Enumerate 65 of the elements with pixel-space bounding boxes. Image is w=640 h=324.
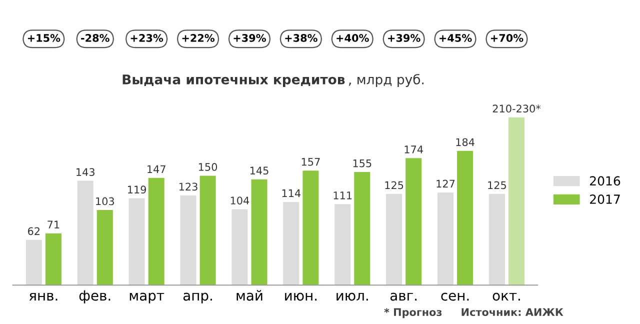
x-tick-label: июн.: [285, 292, 317, 301]
bar: [437, 192, 454, 286]
data-label: 143: [76, 168, 94, 176]
text: +45%: [440, 34, 472, 42]
x-tick-label: янв.: [29, 292, 58, 301]
data-label: 157: [302, 158, 320, 166]
bar: [302, 170, 319, 286]
bar: [508, 117, 525, 286]
bar: [180, 195, 196, 286]
data-label: 125: [385, 181, 404, 190]
bar: [96, 210, 113, 286]
bar: [457, 150, 474, 286]
text: +40%: [336, 34, 369, 42]
x-tick-label: авг.: [390, 292, 417, 301]
data-label: 145: [250, 166, 268, 175]
data-label: 147: [148, 165, 166, 173]
data-label: 62: [28, 227, 40, 236]
text: +39%: [234, 34, 266, 42]
data-label: 119: [128, 186, 146, 194]
data-label: 104: [230, 196, 250, 204]
bar: [77, 180, 94, 286]
data-label: 184: [456, 138, 474, 146]
legend-label: 2016: [590, 176, 620, 186]
text: +22%: [182, 34, 215, 42]
bar: [386, 194, 402, 286]
bar: [200, 176, 216, 286]
bar: [406, 158, 422, 286]
text: +23%: [130, 34, 164, 42]
text: +38%: [285, 34, 318, 42]
x-tick-label: май: [236, 290, 262, 301]
data-label: 127: [436, 180, 455, 188]
x-tick-label: фев.: [79, 290, 110, 304]
data-label: 174: [404, 146, 423, 154]
text: +39%: [388, 34, 420, 42]
x-tick-label: июл.: [336, 292, 368, 301]
data-label: 150: [199, 163, 218, 171]
legend-label: 2017: [590, 194, 620, 204]
data-label: 155: [353, 160, 372, 168]
bar: [128, 198, 145, 286]
bar: [334, 204, 351, 286]
text: * Прогноз: [384, 308, 442, 318]
data-label: 123: [179, 182, 198, 191]
text: +70%: [491, 34, 524, 42]
text: Источник: АИЖК: [462, 308, 564, 316]
data-label: 111: [334, 192, 352, 200]
bar: [488, 194, 505, 286]
x-tick-label: окт.: [492, 292, 520, 301]
data-label: 71: [48, 220, 60, 228]
data-label: 210-230*: [492, 104, 541, 113]
bar: [283, 202, 300, 286]
bar: [251, 179, 268, 286]
bar: [354, 172, 370, 286]
bar: [232, 209, 248, 286]
x-tick-label: апр.: [183, 292, 212, 304]
bar: [45, 233, 62, 286]
bar: [148, 178, 164, 286]
chart-title: Выдача ипотечных кредитов, млрд руб.: [122, 74, 424, 87]
x-tick-label: сен.: [441, 292, 469, 301]
data-label: 125: [488, 181, 506, 190]
data-label: 103: [96, 197, 114, 206]
bar: [26, 240, 42, 286]
text: +15%: [28, 34, 60, 42]
text: -28%: [81, 34, 110, 42]
x-tick-label: март: [130, 292, 164, 304]
data-label: 114: [282, 189, 301, 198]
